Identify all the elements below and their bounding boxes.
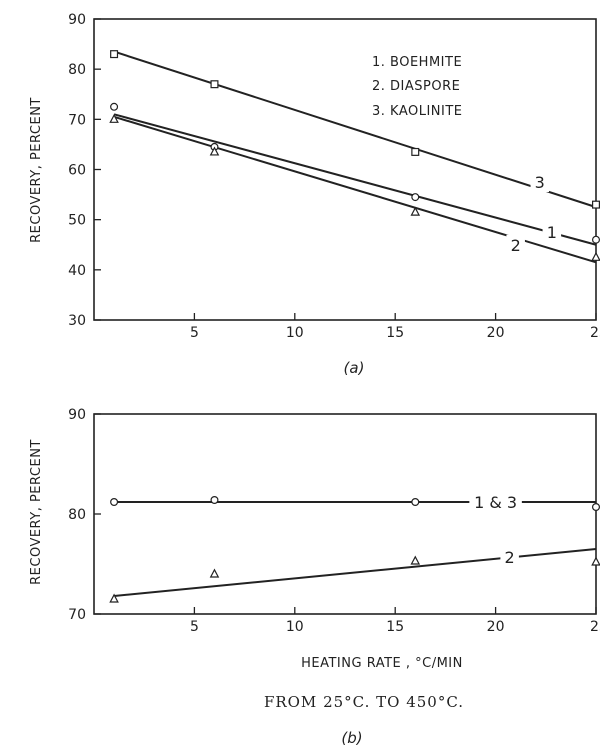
data-point-triangle xyxy=(209,146,220,156)
x-tick-label: 20 xyxy=(487,325,505,341)
x-tick-label: 15 xyxy=(386,619,404,635)
data-point-triangle xyxy=(591,556,600,566)
data-point-square xyxy=(591,200,600,209)
plot-frame-a xyxy=(93,18,597,321)
data-point-square xyxy=(210,80,219,89)
series-line-label: 2 xyxy=(505,548,515,567)
data-point-square xyxy=(110,50,119,59)
series-line xyxy=(113,113,597,246)
x-tick-label: 10 xyxy=(286,325,304,341)
data-point-circle xyxy=(210,496,219,505)
panel-label-a: (a) xyxy=(344,359,365,377)
y-tick-label: 90 xyxy=(68,407,86,423)
data-point-triangle xyxy=(209,568,220,578)
series-line xyxy=(113,50,597,209)
data-point-circle xyxy=(591,235,600,244)
y-axis-label-b: RECOVERY, PERCENT xyxy=(29,439,44,585)
series-line xyxy=(113,548,597,597)
line-label-gap xyxy=(500,547,519,567)
data-point-triangle xyxy=(109,113,119,123)
temperature-note: FROM 25°C. TO 450°C. xyxy=(264,693,464,711)
chart-panel-a: 51015202530405060708090 123 1. BOEHMITE … xyxy=(29,12,600,377)
y-tick-label: 50 xyxy=(68,213,86,229)
panel-label-b: (b) xyxy=(341,729,362,747)
series-line-label: 1 & 3 xyxy=(474,493,517,512)
legend-entry-2: 2. DIASPORE xyxy=(372,79,460,94)
y-tick-label: 80 xyxy=(68,507,86,523)
series-markers-b xyxy=(109,496,600,603)
data-point-circle xyxy=(110,498,119,507)
y-tick-label: 60 xyxy=(68,163,86,179)
chart-panel-b: 5 10 15 20 25 70 80 90 1 & 3 2 RECOVERY, PERCENT… xyxy=(29,407,600,747)
x-tick-label: 20 xyxy=(487,619,505,635)
x-axis-label-b: HEATING RATE , °C/MIN xyxy=(301,656,463,671)
line-label-gap xyxy=(469,492,522,512)
y-tick-label: 70 xyxy=(68,607,86,623)
series-line-labels-a: 1 2 3 xyxy=(506,172,562,255)
series-line-labels-b: 1 & 3 2 xyxy=(469,492,522,567)
y-tick-label: 80 xyxy=(68,62,86,78)
y-tick-label: 30 xyxy=(68,313,86,329)
data-point-triangle xyxy=(410,555,421,565)
axis-ticks-a: 5 10 15 20 25 30 40 50 60 70 80 90 xyxy=(68,12,600,341)
axis-ticks-b: 5 10 15 20 25 70 80 90 xyxy=(68,407,600,635)
data-point-square xyxy=(411,147,420,156)
data-point-circle xyxy=(591,503,600,512)
data-point-circle xyxy=(411,498,420,507)
data-point-triangle xyxy=(591,251,600,261)
x-tick-label: 25 xyxy=(590,325,600,341)
x-tick-label: 25 xyxy=(590,619,600,635)
data-point-circle xyxy=(411,193,420,202)
x-tick-label: 5 xyxy=(190,619,199,635)
series-line-label: 2 xyxy=(511,236,521,255)
line-label-gap xyxy=(530,172,550,193)
x-tick-label: 5 xyxy=(190,325,199,341)
series-line-label: 3 xyxy=(535,173,545,192)
line-label-gap xyxy=(506,234,525,255)
y-axis-label-a: RECOVERY, PERCENT xyxy=(29,97,44,243)
y-tick-label: 70 xyxy=(68,112,86,128)
y-tick-label: 90 xyxy=(68,12,86,28)
legend-entry-3: 3. KAOLINITE xyxy=(372,104,463,119)
legend-entry-1: 1. BOEHMITE xyxy=(372,55,462,70)
series-lines-a xyxy=(113,50,597,264)
data-point-triangle xyxy=(410,206,421,216)
series-line-label: 1 xyxy=(547,223,557,242)
line-label-gap xyxy=(542,222,562,243)
data-point-circle xyxy=(110,102,119,111)
data-point-triangle xyxy=(109,593,119,603)
series-markers-a xyxy=(109,50,600,261)
plot-frame-b xyxy=(93,413,597,615)
x-tick-label: 15 xyxy=(386,325,404,341)
x-tick-label: 10 xyxy=(286,619,304,635)
y-tick-label: 40 xyxy=(68,263,86,279)
series-lines-b xyxy=(113,501,597,597)
